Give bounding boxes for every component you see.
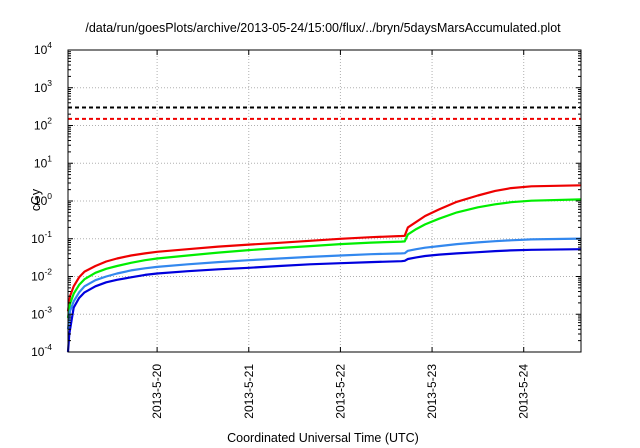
y-axis-label: cGy bbox=[29, 188, 43, 211]
y-tick-base: 10 bbox=[34, 194, 48, 208]
x-tick-label: 2013-5-24 bbox=[517, 364, 531, 419]
chart-title: /data/run/goesPlots/archive/2013-05-24/1… bbox=[85, 21, 561, 35]
y-tick-exponent: 4 bbox=[47, 40, 52, 50]
y-tick-base: 10 bbox=[34, 81, 48, 95]
series-line-1 bbox=[66, 184, 582, 312]
reference-lines bbox=[68, 106, 581, 120]
x-tick-label: 2013-5-23 bbox=[425, 364, 439, 419]
y-tick-label: 10-1 bbox=[31, 229, 52, 246]
y-tick-base: 10 bbox=[34, 156, 48, 170]
x-tick-label: 2013-5-22 bbox=[333, 364, 347, 419]
y-tick-exponent: 1 bbox=[47, 153, 52, 163]
x-axis-label: Coordinated Universal Time (UTC) bbox=[227, 431, 419, 445]
y-tick-base: 10 bbox=[34, 119, 48, 133]
y-tick-exponent: -2 bbox=[44, 267, 52, 277]
series-line-4 bbox=[66, 248, 582, 353]
y-tick-exponent: 2 bbox=[47, 116, 52, 126]
y-tick-label: 10-2 bbox=[31, 267, 52, 284]
y-tick-exponent: 3 bbox=[47, 78, 52, 88]
y-tick-base: 10 bbox=[34, 43, 48, 57]
x-tick-label: 2013-5-20 bbox=[150, 364, 164, 419]
y-tick-label: 10-3 bbox=[31, 304, 52, 321]
y-tick-base: 10 bbox=[31, 307, 45, 321]
y-tick-exponent: -4 bbox=[44, 342, 52, 352]
y-tick-base: 10 bbox=[31, 345, 45, 359]
axes: 10-410-310-210-11001011021031042013-5-20… bbox=[31, 40, 581, 419]
y-tick-exponent: -1 bbox=[44, 229, 52, 239]
x-tick-label: 2013-5-21 bbox=[242, 364, 256, 419]
y-tick-label: 101 bbox=[34, 153, 52, 170]
y-tick-base: 10 bbox=[31, 270, 45, 284]
y-tick-exponent: 0 bbox=[47, 191, 52, 201]
grid bbox=[68, 50, 581, 352]
y-tick-label: 104 bbox=[34, 40, 52, 57]
plot-frame bbox=[67, 49, 582, 353]
y-tick-label: 103 bbox=[34, 78, 52, 95]
y-tick-exponent: -3 bbox=[44, 304, 52, 314]
series-layer bbox=[66, 184, 582, 353]
series-line-2 bbox=[66, 198, 582, 319]
y-tick-label: 100 bbox=[34, 191, 52, 208]
y-tick-label: 10-4 bbox=[31, 342, 52, 359]
y-tick-label: 102 bbox=[34, 116, 52, 133]
series-line-3 bbox=[66, 237, 582, 330]
y-tick-base: 10 bbox=[31, 232, 45, 246]
